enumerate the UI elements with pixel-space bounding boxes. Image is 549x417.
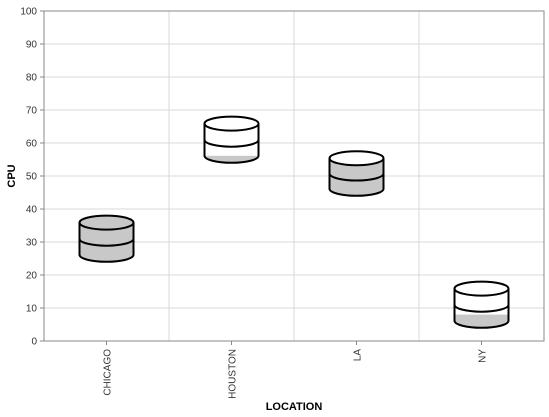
cylinder-outline bbox=[328, 158, 385, 197]
cylinder-marker-ny bbox=[453, 280, 510, 329]
x-tick-label: LA bbox=[353, 349, 364, 362]
y-tick-label: 0 bbox=[31, 337, 37, 348]
y-tick-label: 60 bbox=[26, 139, 38, 150]
y-tick-label: 30 bbox=[26, 238, 38, 249]
cylinder-marker-la bbox=[328, 150, 385, 197]
x-axis-title: LOCATION bbox=[266, 401, 323, 413]
data-marks bbox=[78, 115, 510, 329]
cylinder-fill bbox=[454, 314, 509, 328]
cylinder-outline bbox=[203, 123, 260, 164]
plot-frame bbox=[43, 10, 545, 342]
y-tick-labels: 0 10 20 30 40 50 60 70 80 90 100 bbox=[20, 7, 37, 348]
y-tick-label: 20 bbox=[26, 271, 38, 282]
y-tick-label: 50 bbox=[26, 172, 38, 183]
y-tick-label: 70 bbox=[26, 106, 38, 117]
cylinder-outline bbox=[78, 222, 135, 263]
y-axis-title: CPU bbox=[6, 164, 18, 187]
cylinder-top bbox=[78, 214, 135, 231]
cylinder-marker-chicago bbox=[78, 214, 135, 263]
cylinder-top bbox=[203, 115, 260, 132]
cylinder-top bbox=[453, 280, 510, 297]
cylinder-band bbox=[78, 238, 135, 247]
cylinder-band bbox=[328, 173, 385, 182]
y-tick-label: 80 bbox=[26, 73, 38, 84]
x-tick-label: NY bbox=[478, 349, 489, 363]
cylinder-fill bbox=[204, 155, 259, 163]
cylinder-top bbox=[328, 150, 385, 167]
y-tick-label: 90 bbox=[26, 40, 38, 51]
y-tick-label: 10 bbox=[26, 304, 38, 315]
y-tick-label: 40 bbox=[26, 205, 38, 216]
cylinder-outline bbox=[453, 288, 510, 329]
cylinder-band bbox=[453, 304, 510, 313]
cylinder-body bbox=[204, 123, 259, 163]
cylinder-marker-houston bbox=[203, 115, 260, 164]
x-tick-label: HOUSTON bbox=[228, 349, 239, 399]
x-tick-label: CHICAGO bbox=[103, 349, 114, 396]
axes bbox=[40, 10, 545, 345]
cylinder-band bbox=[203, 139, 260, 148]
y-tick-label: 100 bbox=[20, 7, 37, 18]
x-tick-labels: CHICAGO HOUSTON LA NY bbox=[103, 349, 489, 399]
